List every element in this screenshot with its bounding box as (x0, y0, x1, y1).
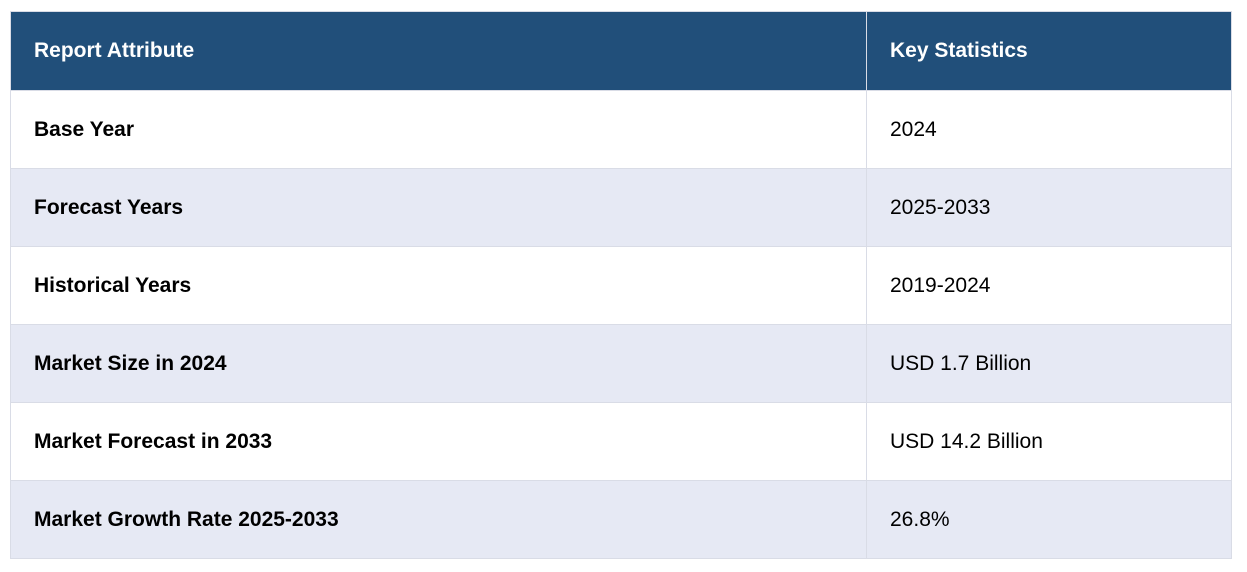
value-cell: USD 14.2 Billion (866, 402, 1232, 481)
value-cell: 2024 (866, 90, 1232, 169)
header-cell: Report Attribute (10, 11, 867, 91)
value-cell: 2019-2024 (866, 246, 1232, 325)
value-cell: USD 1.7 Billion (866, 324, 1232, 403)
table-row: Market Forecast in 2033 USD 14.2 Billion (10, 402, 1232, 481)
attribute-cell: Market Growth Rate 2025-2033 (10, 480, 867, 559)
table-row: Market Size in 2024 USD 1.7 Billion (10, 324, 1232, 403)
table-body: Base Year 2024 Forecast Years 2025-2033 Hist… (10, 90, 1232, 559)
table-row: Market Growth Rate 2025-2033 26.8% (10, 480, 1232, 559)
attribute-cell: Historical Years (10, 246, 867, 325)
attribute-cell: Market Forecast in 2033 (10, 402, 867, 481)
header-row: Report Attribute Key Statistics (10, 11, 1232, 91)
table-row: Historical Years 2019-2024 (10, 246, 1232, 325)
attribute-cell: Market Size in 2024 (10, 324, 867, 403)
table-row: Base Year 2024 (10, 90, 1232, 169)
value-cell: 2025-2033 (866, 168, 1232, 247)
attribute-cell: Forecast Years (10, 168, 867, 247)
attribute-cell: Base Year (10, 90, 867, 169)
table-row: Forecast Years 2025-2033 (10, 168, 1232, 247)
stats-table: Report Attribute Key Statistics Base Yea… (10, 11, 1232, 559)
header-cell: Key Statistics (866, 11, 1232, 91)
value-cell: 26.8% (866, 480, 1232, 559)
